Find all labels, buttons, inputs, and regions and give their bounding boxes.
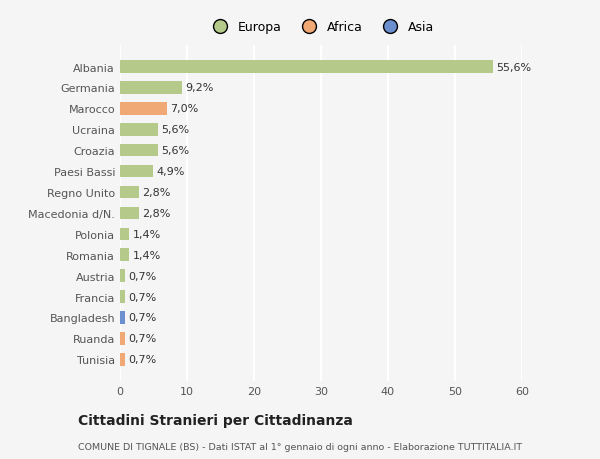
Text: 1,4%: 1,4% bbox=[133, 250, 161, 260]
Text: 7,0%: 7,0% bbox=[170, 104, 199, 114]
Text: 55,6%: 55,6% bbox=[496, 62, 531, 73]
Text: 2,8%: 2,8% bbox=[142, 208, 170, 218]
Text: 9,2%: 9,2% bbox=[185, 83, 214, 93]
Bar bbox=[120, 270, 125, 282]
Text: 4,9%: 4,9% bbox=[156, 167, 185, 177]
Text: 0,7%: 0,7% bbox=[128, 292, 156, 302]
Bar bbox=[120, 124, 158, 136]
Text: 0,7%: 0,7% bbox=[128, 354, 156, 364]
Legend: Europa, Africa, Asia: Europa, Africa, Asia bbox=[205, 19, 436, 37]
Bar bbox=[120, 103, 167, 115]
Text: 0,7%: 0,7% bbox=[128, 313, 156, 323]
Text: 1,4%: 1,4% bbox=[133, 230, 161, 239]
Bar bbox=[120, 82, 182, 95]
Bar bbox=[120, 228, 130, 241]
Bar bbox=[120, 165, 153, 178]
Text: 2,8%: 2,8% bbox=[142, 188, 170, 197]
Bar bbox=[120, 207, 139, 220]
Text: 5,6%: 5,6% bbox=[161, 146, 189, 156]
Bar bbox=[120, 249, 130, 262]
Bar bbox=[120, 291, 125, 303]
Text: Cittadini Stranieri per Cittadinanza: Cittadini Stranieri per Cittadinanza bbox=[78, 414, 353, 428]
Bar bbox=[120, 145, 158, 157]
Text: 0,7%: 0,7% bbox=[128, 271, 156, 281]
Bar bbox=[120, 312, 125, 324]
Text: 0,7%: 0,7% bbox=[128, 334, 156, 344]
Bar bbox=[120, 61, 493, 73]
Text: 5,6%: 5,6% bbox=[161, 125, 189, 135]
Text: COMUNE DI TIGNALE (BS) - Dati ISTAT al 1° gennaio di ogni anno - Elaborazione TU: COMUNE DI TIGNALE (BS) - Dati ISTAT al 1… bbox=[78, 442, 522, 451]
Bar bbox=[120, 186, 139, 199]
Bar bbox=[120, 332, 125, 345]
Bar bbox=[120, 353, 125, 366]
